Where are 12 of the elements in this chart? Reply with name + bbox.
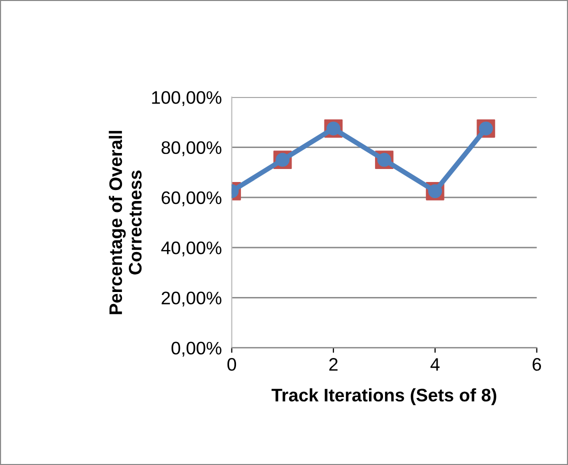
y-tick-label: 20,00% [162,292,222,307]
x-axis-title: Track Iterations (Sets of 8) [272,388,496,406]
y-tick-label: 60,00% [162,191,222,206]
x-tick-label: 0 [227,358,236,371]
y-tick-label: 100,00% [152,91,222,106]
y-tick-label: 80,00% [162,141,222,156]
y-tick-label: 40,00% [161,242,222,256]
y-axis-title: Percentage of Overall Correctness [108,130,142,314]
x-tick-label: 2 [329,358,338,371]
x-tick-label: 4 [430,358,440,371]
x-tick-label: 6 [532,358,541,371]
y-tick-label: 0,00% [172,342,222,357]
